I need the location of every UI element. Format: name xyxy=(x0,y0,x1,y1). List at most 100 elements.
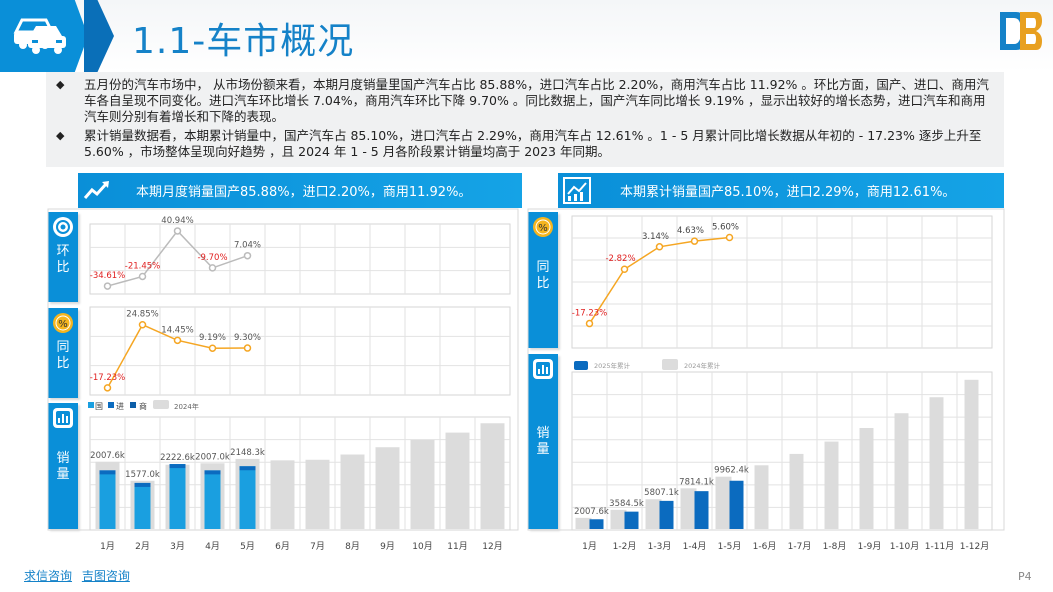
legend-swatch xyxy=(88,402,94,408)
mom-data-label: -9.70% xyxy=(197,253,227,263)
bar-2024-cum xyxy=(929,397,944,529)
cum-yoy-data-label: 5.60% xyxy=(712,223,739,233)
page-title: 1.1-车市概况 xyxy=(132,21,355,62)
side-label-text: 同比 xyxy=(536,260,550,291)
mom-point xyxy=(103,282,112,290)
mom-data-label: 7.04% xyxy=(234,241,261,251)
cum-yoy-point xyxy=(585,319,594,328)
mom-point xyxy=(173,227,182,235)
bar-2024 xyxy=(375,447,400,529)
mom-point xyxy=(138,272,147,281)
yoy-point xyxy=(243,344,252,352)
yoy-point xyxy=(138,320,147,329)
x-tick-label: 2月 xyxy=(135,541,150,552)
side-label-text: 销量 xyxy=(536,426,550,457)
bullet-item: ◆ 累计销量数据看，本期累计销量中，国产汽车占 85.10%，进口汽车占 2.2… xyxy=(56,128,996,160)
x-tick-label: 1-2月 xyxy=(613,541,637,552)
mom-point xyxy=(208,264,217,272)
bar-2024-cum xyxy=(964,379,979,529)
yoy-point xyxy=(103,384,112,392)
x-tick-label: 1-5月 xyxy=(718,541,742,552)
footer-link-qiuxin[interactable]: 求信咨询 xyxy=(24,569,73,583)
legend-label: 2025年累计 xyxy=(594,361,631,370)
bar-2024-cum xyxy=(610,509,627,529)
cum-yoy-data-label: -2.82% xyxy=(605,254,635,264)
side-label-text: 销量 xyxy=(56,451,70,482)
side-label-text: 同比 xyxy=(56,340,70,371)
mom-data-label: 40.94% xyxy=(161,216,193,226)
bar-2024 xyxy=(305,459,330,529)
cum-yoy-data-label: 4.63% xyxy=(677,226,704,236)
cum-sales-data-label: 3584.5k xyxy=(609,499,644,509)
yoy-data-label: 14.45% xyxy=(161,325,193,335)
bar-2025-domestic xyxy=(169,464,186,529)
cum-yoy-data-label: 3.14% xyxy=(642,232,669,242)
yoy-data-label: 9.30% xyxy=(234,333,261,343)
right-banner: 本期累计销量国产85.10%，进口2.29%，商用12.61%。 xyxy=(558,173,1004,208)
x-tick-label: 1-6月 xyxy=(753,541,777,552)
x-tick-label: 3月 xyxy=(170,541,185,552)
cum-yoy-point xyxy=(690,237,699,245)
bullet-item: ◆ 五月份的汽车市场中， 从市场份额来看，本期月度销量里国产汽车占比 85.88… xyxy=(56,77,996,125)
footer-link-jitu[interactable]: 吉图咨询 xyxy=(81,569,130,583)
bar-2024-cum xyxy=(859,428,874,529)
yoy-point xyxy=(173,336,182,345)
legend-label: 商 xyxy=(139,401,147,411)
sales-data-label: 2222.6k xyxy=(160,453,195,463)
cum-yoy-point xyxy=(725,233,734,242)
x-tick-label: 12月 xyxy=(482,541,502,552)
legend-swatch xyxy=(108,402,114,408)
bullet-text: 五月份的汽车市场中， 从市场份额来看，本期月度销量里国产汽车占比 85.88%，… xyxy=(84,77,989,124)
trend-up-icon xyxy=(83,181,109,199)
bar-2025-domestic xyxy=(204,470,221,529)
cum-yoy-data-label: -17.23% xyxy=(572,309,607,319)
legend-label: 国 xyxy=(95,402,103,411)
legend-label: 2024年 xyxy=(174,402,199,411)
cum-yoy-point xyxy=(620,265,629,273)
x-tick-label: 7月 xyxy=(310,541,325,552)
bullet-text: 累计销量数据看，本期累计销量中，国产汽车占 85.10%，进口汽车占 2.29%… xyxy=(84,128,982,159)
svg-text:%: % xyxy=(58,319,68,330)
x-tick-label: 10月 xyxy=(412,541,432,552)
legend-swatch xyxy=(662,359,678,370)
bar-2024-cum xyxy=(645,499,662,529)
sales-data-label: 2007.6k xyxy=(90,451,125,461)
legend-swatch xyxy=(130,402,136,408)
bars-icon xyxy=(53,408,73,428)
summary-bullets: ◆ 五月份的汽车市场中， 从市场份额来看，本期月度销量里国产汽车占比 85.88… xyxy=(46,72,1004,167)
bar-2024 xyxy=(480,423,505,529)
header-background xyxy=(0,0,1053,72)
cum-sales-data-label: 9962.4k xyxy=(714,466,749,476)
left-banner: 本期月度销量国产85.88%，进口2.20%，商用11.92%。 xyxy=(78,173,522,208)
x-tick-label: 1月 xyxy=(100,541,115,552)
bar-2025-cum xyxy=(659,500,674,529)
side-label-text: 环比 xyxy=(56,244,70,275)
sales-data-label: 2007.0k xyxy=(195,452,230,462)
cum-yoy-point xyxy=(655,243,664,251)
side-label-xiaoliang-right: 销量 xyxy=(528,354,558,529)
bar-2025-cum xyxy=(729,480,744,529)
x-tick-label: 1-8月 xyxy=(823,541,847,552)
x-tick-label: 1-3月 xyxy=(648,541,672,552)
bar-2024-cum xyxy=(680,488,697,529)
yoy-data-label: 24.85% xyxy=(126,310,158,320)
bar-2024-cum xyxy=(715,476,732,529)
x-tick-label: 6月 xyxy=(275,541,290,552)
x-tick-label: 1-7月 xyxy=(788,541,812,552)
target-icon xyxy=(53,217,73,237)
x-tick-label: 1-11月 xyxy=(925,541,954,552)
company-logo xyxy=(1000,12,1042,50)
x-tick-label: 5月 xyxy=(240,541,255,552)
legend-swatch xyxy=(153,400,169,409)
side-label-xiaoliang: 销量 xyxy=(48,403,78,529)
bar-2025-cum xyxy=(694,491,709,529)
bar-2025-import xyxy=(204,470,221,475)
bar-2025-domestic xyxy=(134,482,151,529)
bar-2024 xyxy=(445,432,470,529)
x-tick-label: 8月 xyxy=(345,541,360,552)
yoy-data-label: -17.23% xyxy=(90,373,125,383)
yoy-data-label: 9.19% xyxy=(199,333,226,343)
legend-swatch xyxy=(574,361,588,370)
legend-label: 进 xyxy=(116,402,124,411)
